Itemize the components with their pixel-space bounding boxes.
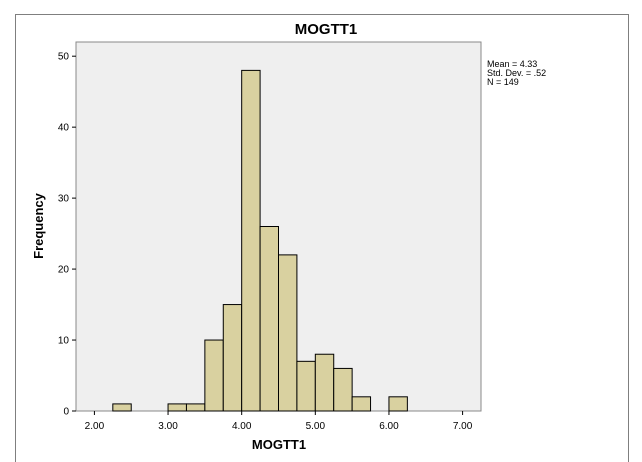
bars-layer	[112, 69, 408, 412]
histogram-bar-9	[314, 353, 335, 412]
stats-line-0: Mean = 4.33	[487, 59, 537, 69]
histogram-bar-0	[112, 403, 132, 412]
histogram-bar-1	[167, 403, 187, 412]
stats-line-2: N = 149	[487, 77, 519, 87]
y-tick-label-0: 0	[63, 407, 69, 418]
histogram-bar-5	[241, 69, 261, 412]
histogram-bar-12	[388, 396, 408, 412]
histogram-bar-10	[333, 367, 353, 412]
y-tick-label-2: 20	[58, 265, 70, 276]
histogram-bar-4	[222, 304, 243, 412]
histogram-bar-8	[296, 360, 316, 412]
x-tick-label-1: 3.00	[158, 421, 178, 432]
y-tick-label-1: 10	[58, 336, 70, 347]
x-tick-label-4: 6.00	[379, 421, 399, 432]
stats-line-1: Std. Dev. = .52	[487, 68, 546, 78]
histogram-bar-7	[278, 254, 298, 412]
x-tick-label-3: 5.00	[306, 421, 326, 432]
histogram-bar-6	[259, 226, 280, 412]
axes-layer: 2.00 3.00 4.00 5.00 6.00 7.00 0 10 20 30 40 50	[58, 52, 473, 432]
chart-title: MOGTT1	[295, 21, 358, 38]
y-tick-label-5: 50	[58, 52, 70, 63]
histogram-bar-2	[185, 403, 206, 412]
x-tick-label-5: 7.00	[453, 421, 473, 432]
y-tick-label-3: 30	[58, 194, 70, 205]
y-axis-label: Frequency	[31, 192, 46, 259]
y-tick-label-4: 40	[58, 123, 70, 134]
x-tick-label-2: 4.00	[232, 421, 252, 432]
x-axis-label: MOGTT1	[252, 437, 306, 452]
histogram-bar-11	[351, 396, 372, 412]
x-tick-label-0: 2.00	[85, 421, 105, 432]
chart-frame	[15, 14, 629, 462]
histogram-bar-3	[204, 339, 224, 412]
